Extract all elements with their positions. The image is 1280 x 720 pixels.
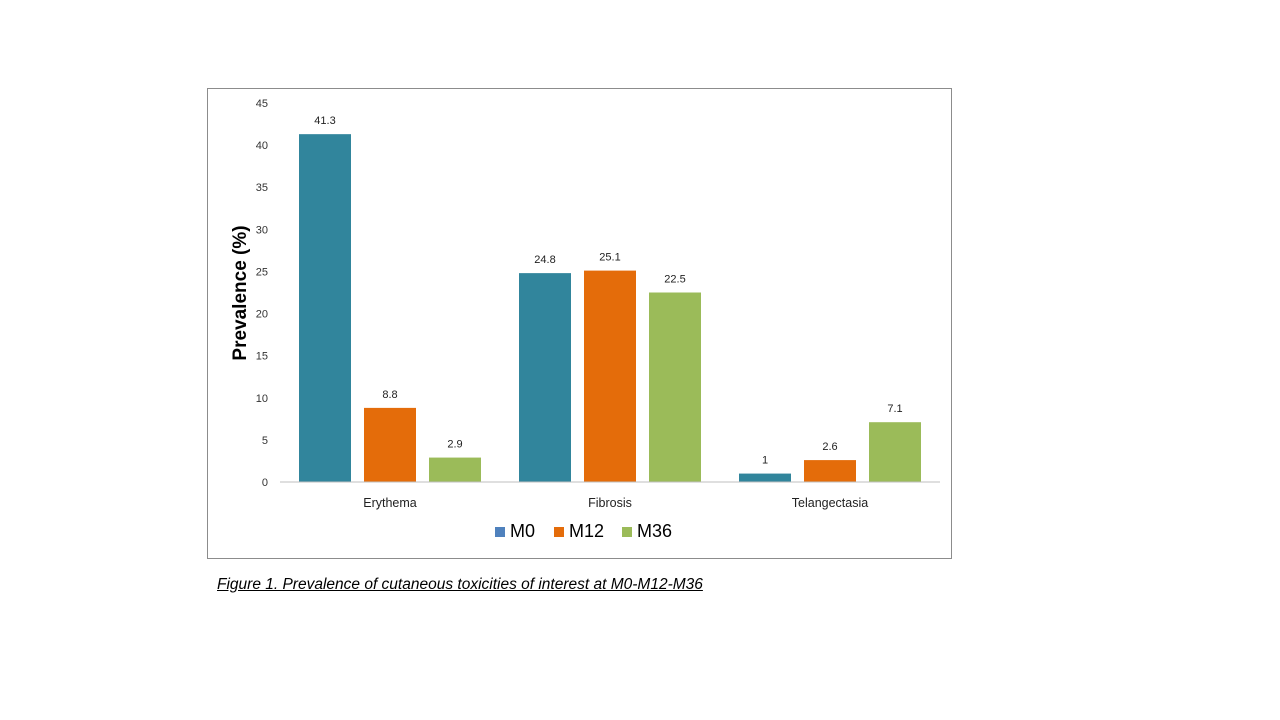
bar-m12-fibrosis [584,270,636,482]
y-tick-label: 10 [256,393,268,405]
legend-label-m0: M0 [510,521,535,541]
x-category-label: Erythema [363,496,417,510]
bar-chart: 0 5 10 15 20 25 30 35 40 45 41.3 8.8 2.9 24.8 25.1 22.… [230,98,940,541]
y-axis: 0 5 10 15 20 25 30 35 40 45 [256,98,268,489]
data-label: 7.1 [887,403,902,415]
bar-m0-erythema [299,134,351,482]
chart-frame: 0 5 10 15 20 25 30 35 40 45 41.3 8.8 2.9 24.8 25.1 22.… [207,88,952,559]
data-label: 2.9 [447,439,462,451]
bar-m36-telangectasia [869,422,921,482]
legend-swatch-m36 [622,527,632,537]
x-category-label: Telangectasia [792,496,868,510]
y-tick-label: 25 [256,266,268,278]
data-label: 2.6 [822,441,837,453]
x-axis: Erythema Fibrosis Telangectasia [280,481,940,510]
y-tick-label: 30 [256,224,268,236]
bars: 41.3 8.8 2.9 24.8 25.1 22.5 1 2.6 7.1 [299,115,921,482]
legend-label-m36: M36 [637,521,672,541]
y-tick-label: 35 [256,182,268,194]
data-label: 24.8 [534,254,555,266]
bar-m36-fibrosis [649,292,701,482]
y-tick-label: 40 [256,140,268,152]
y-tick-label: 0 [262,477,268,489]
data-label: 25.1 [599,252,620,264]
bar-m0-fibrosis [519,273,571,482]
y-tick-label: 20 [256,309,268,321]
legend: M0 M12 M36 [495,521,672,541]
data-label: 1 [762,455,768,467]
y-tick-label: 5 [262,435,268,447]
y-tick-label: 45 [256,98,268,110]
data-label: 22.5 [664,274,685,286]
x-category-label: Fibrosis [588,496,632,510]
bar-m12-erythema [364,407,416,482]
figure-caption: Figure 1. Prevalence of cutaneous toxici… [217,576,703,593]
data-label: 41.3 [314,115,335,127]
legend-swatch-m0 [495,527,505,537]
legend-swatch-m12 [554,527,564,537]
bar-m12-telangectasia [804,460,856,482]
legend-label-m12: M12 [569,521,604,541]
data-label: 8.8 [382,389,397,401]
y-tick-label: 15 [256,351,268,363]
bar-m36-erythema [429,457,481,482]
y-axis-label: Prevalence (%) [230,225,251,360]
bar-m0-telangectasia [739,473,791,482]
